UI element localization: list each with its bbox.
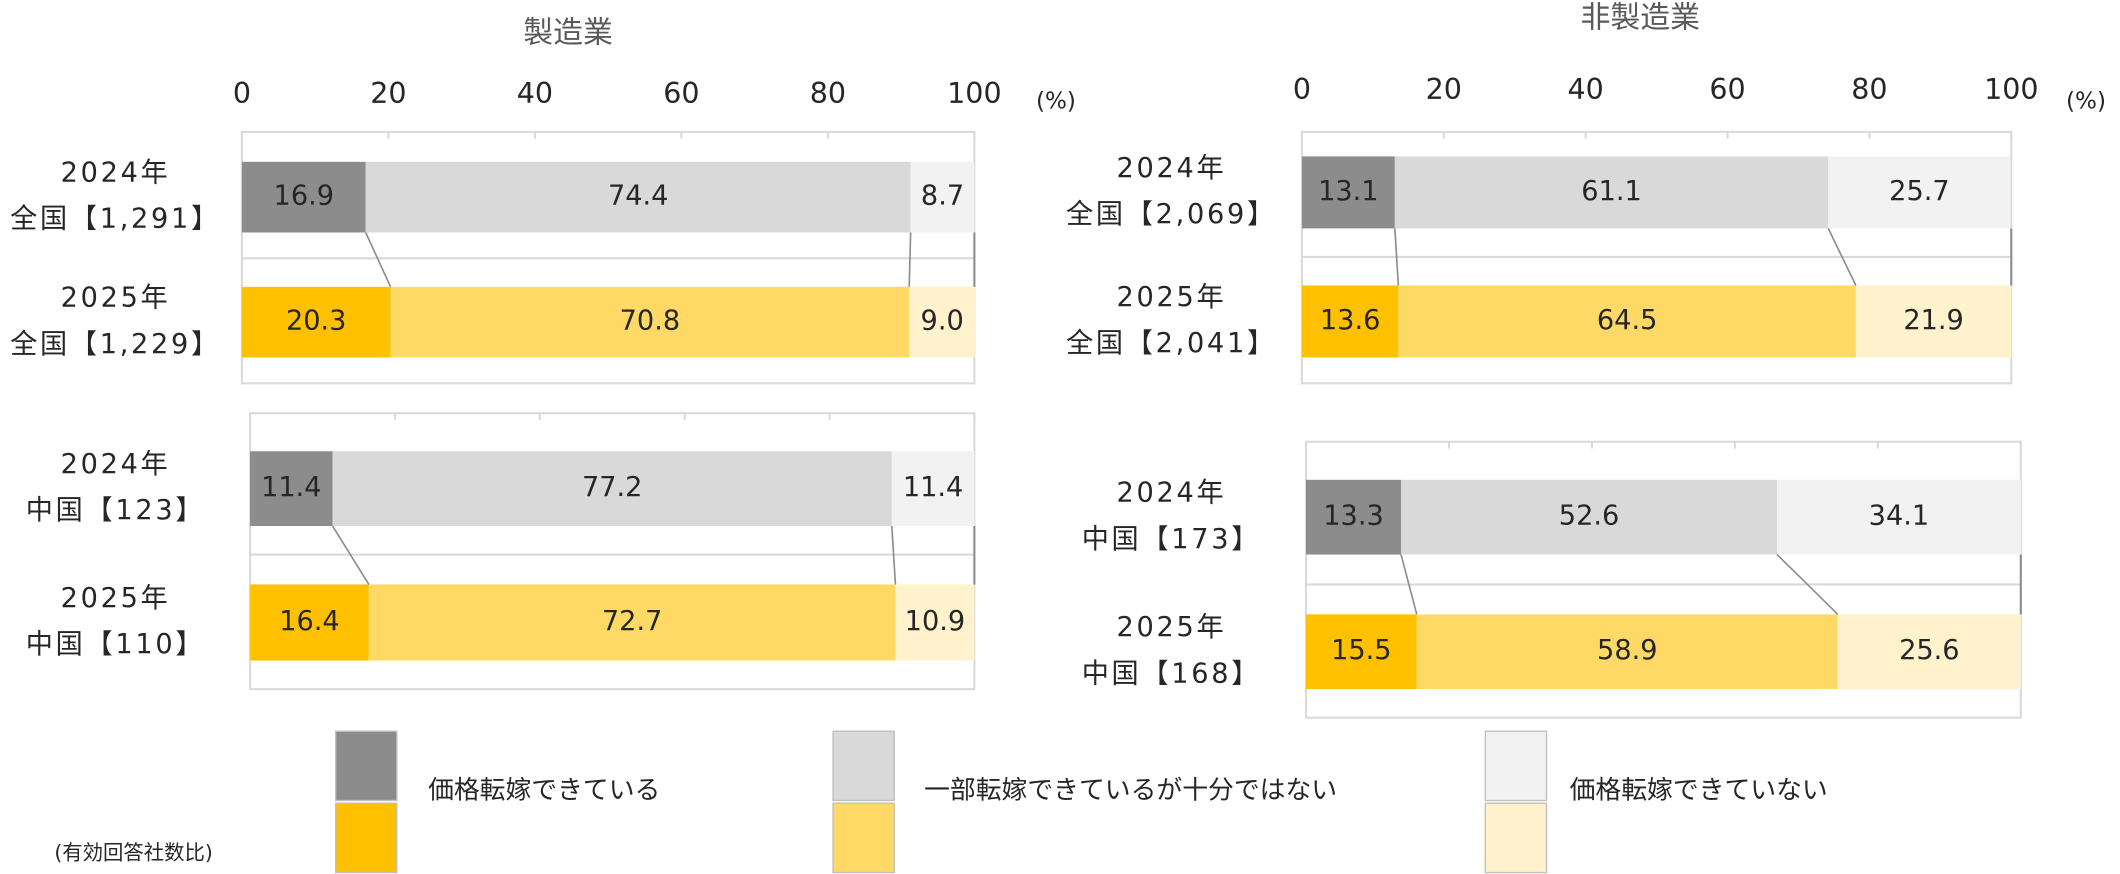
x-tick-label: 80 bbox=[810, 77, 846, 110]
bar-segment bbox=[1416, 614, 1838, 690]
bar-segment bbox=[1837, 614, 2021, 690]
x-tick-label: 100 bbox=[947, 77, 1001, 110]
category-label: 中国【168】 bbox=[1082, 658, 1261, 689]
data-label: 52.6 bbox=[1559, 501, 1619, 532]
x-tick-label: 60 bbox=[1709, 73, 1745, 106]
bar-segment bbox=[895, 584, 975, 661]
category-label: 2024年 bbox=[61, 158, 171, 189]
legend-swatch bbox=[832, 730, 895, 802]
bar-segment bbox=[250, 584, 369, 661]
data-label: 58.9 bbox=[1597, 635, 1657, 666]
bar-segment bbox=[1301, 285, 1399, 358]
category-label: 中国【173】 bbox=[1082, 524, 1261, 555]
data-label: 13.1 bbox=[1318, 176, 1378, 207]
connector bbox=[1400, 554, 1418, 615]
bar-segment bbox=[891, 451, 975, 527]
chart-title: 非製造業 bbox=[1581, 1, 1701, 36]
data-label: 11.4 bbox=[261, 472, 321, 503]
data-label: 20.3 bbox=[286, 306, 346, 337]
bar-segment bbox=[365, 161, 911, 233]
category-label: 2024年 bbox=[1117, 153, 1227, 184]
bar-segment bbox=[1828, 156, 2011, 229]
bar-segment bbox=[390, 286, 910, 358]
data-label: 64.5 bbox=[1597, 305, 1657, 336]
category-label: 2024年 bbox=[61, 449, 171, 480]
connector bbox=[908, 232, 912, 287]
category-label: 全国【1,229】 bbox=[10, 329, 221, 360]
data-label: 8.7 bbox=[921, 181, 964, 212]
bar-segment bbox=[332, 451, 892, 527]
data-label: 25.7 bbox=[1889, 176, 1949, 207]
legend-swatch bbox=[1484, 802, 1548, 874]
bar-segment bbox=[1301, 156, 1395, 229]
data-label: 34.1 bbox=[1869, 501, 1929, 532]
category-label: 中国【123】 bbox=[26, 495, 205, 526]
data-label: 72.7 bbox=[602, 606, 662, 637]
data-label: 13.6 bbox=[1320, 305, 1380, 336]
x-tick-label: 20 bbox=[370, 77, 406, 110]
data-label: 70.8 bbox=[620, 306, 680, 337]
connector bbox=[331, 525, 370, 585]
data-label: 21.9 bbox=[1903, 305, 1963, 336]
connector bbox=[364, 232, 392, 288]
connector bbox=[1776, 553, 1839, 615]
x-tick-label: 60 bbox=[663, 77, 699, 110]
bar-segment bbox=[909, 286, 976, 358]
bar-segment bbox=[910, 161, 975, 233]
bar-segment bbox=[1777, 479, 2021, 555]
x-tick-label: 0 bbox=[1293, 73, 1311, 106]
connector bbox=[890, 525, 897, 585]
bar-segment bbox=[1398, 285, 1856, 358]
category-label: 2024年 bbox=[1117, 478, 1227, 509]
bar-segment bbox=[250, 451, 333, 527]
bar-segment bbox=[1305, 479, 1402, 555]
x-unit: (%) bbox=[2066, 89, 2106, 115]
legend-label: 一部転嫁できているが十分ではない bbox=[924, 776, 1337, 806]
data-label: 77.2 bbox=[582, 472, 642, 503]
connector bbox=[1827, 228, 1857, 286]
category-label: 2025年 bbox=[61, 583, 171, 614]
data-label: 11.4 bbox=[903, 472, 963, 503]
data-label: 10.9 bbox=[905, 606, 965, 637]
data-label: 13.3 bbox=[1323, 501, 1383, 532]
bar-segment bbox=[241, 161, 366, 233]
x-tick-label: 80 bbox=[1851, 73, 1887, 106]
data-label: 25.6 bbox=[1899, 635, 1959, 666]
data-label: 74.4 bbox=[608, 181, 668, 212]
legend-swatch bbox=[1484, 730, 1548, 802]
x-tick-label: 40 bbox=[517, 77, 553, 110]
x-tick-label: 100 bbox=[1984, 73, 2038, 106]
bar-segment bbox=[241, 286, 391, 358]
legend-swatch bbox=[334, 802, 398, 874]
note: (有効回答社数比) bbox=[54, 841, 213, 865]
category-label: 全国【2,041】 bbox=[1066, 328, 1277, 359]
x-unit: (%) bbox=[1036, 89, 1076, 115]
legend-label: 価格転嫁できている bbox=[428, 776, 660, 806]
bar-segment bbox=[1394, 156, 1829, 229]
category-label: 2025年 bbox=[1117, 282, 1227, 313]
data-label: 9.0 bbox=[921, 306, 964, 337]
x-tick-label: 0 bbox=[233, 77, 251, 110]
data-label: 61.1 bbox=[1581, 176, 1641, 207]
data-label: 16.4 bbox=[279, 606, 339, 637]
category-label: 2025年 bbox=[61, 283, 171, 314]
category-label: 全国【1,291】 bbox=[10, 204, 221, 235]
category-label: 中国【110】 bbox=[26, 629, 205, 660]
category-label: 2025年 bbox=[1117, 612, 1227, 643]
data-label: 15.5 bbox=[1331, 635, 1391, 666]
x-tick-label: 40 bbox=[1568, 73, 1604, 106]
bar-segment bbox=[368, 584, 896, 661]
chart-title: 製造業 bbox=[523, 16, 613, 51]
bar-segment bbox=[1401, 479, 1778, 555]
bar-segment bbox=[1305, 614, 1417, 690]
legend-swatch bbox=[334, 730, 398, 802]
bar-segment bbox=[1855, 285, 2012, 358]
legend-label: 価格転嫁できていない bbox=[1570, 776, 1828, 806]
x-tick-label: 20 bbox=[1426, 73, 1462, 106]
legend-swatch bbox=[832, 802, 895, 874]
connector bbox=[1394, 228, 1400, 286]
category-label: 全国【2,069】 bbox=[1066, 199, 1277, 230]
data-label: 16.9 bbox=[274, 181, 334, 212]
